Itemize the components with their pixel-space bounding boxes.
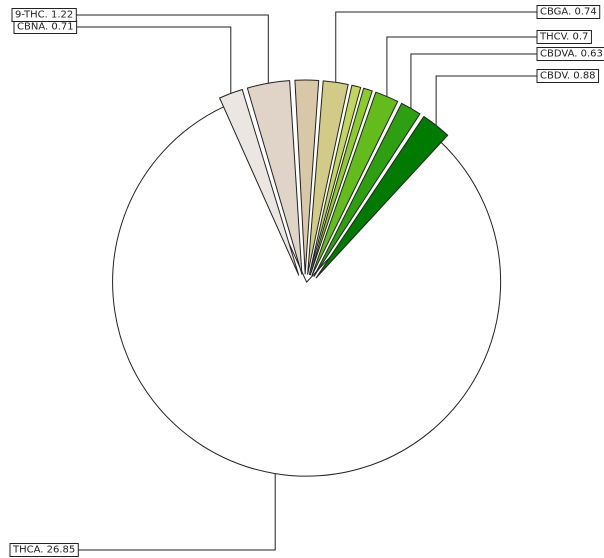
leader-line-cbdv (435, 75, 537, 126)
slice-label-box-thcv (536, 30, 592, 44)
leader-line-cbna (76, 26, 232, 94)
slice-label-box-cbdv (536, 69, 600, 83)
slice-label-thca: THCA. 26.85 (12, 545, 75, 556)
pie-slice-unlabeled-5 (308, 84, 362, 276)
leader-line-9-thc (76, 14, 269, 84)
pie-slice-cbdva (313, 102, 421, 277)
pie-slices (112, 79, 502, 477)
slice-label-cbna: CBNA. 0.71 (17, 22, 74, 33)
pie-slice-unlabeled-6 (309, 87, 373, 276)
pie-slice-cbna (219, 89, 300, 276)
slice-labels: THCA. 26.85 CBNA. 0.719-THC. 1.22 CBGA. 0.… (9, 5, 604, 557)
slice-label-box-9-thc (11, 8, 77, 22)
slice-label-box-thca (9, 543, 79, 557)
leader-line-thcv (386, 36, 537, 97)
slice-label-thcv: THCV. 0.7 (539, 32, 588, 43)
slice-label-cbga: CBGA. 0.74 (540, 7, 597, 18)
leader-line-cbga (335, 11, 537, 83)
slice-label-box-cbdva (536, 47, 604, 61)
leader-line-thca (78, 473, 276, 551)
pie-slice-cbdv (315, 115, 449, 279)
pie-slice-thca (112, 104, 502, 477)
leader-line-cbdva (410, 53, 537, 109)
pie-slice-unlabeled-3 (294, 79, 320, 275)
slice-label-9-thc: 9-THC. 1.22 (15, 10, 73, 21)
slice-label-box-cbga (536, 5, 601, 19)
slice-label-cbdv: CBDV. 0.88 (540, 71, 596, 82)
pie-slice-thcv (311, 91, 399, 276)
slice-label-cbdva: CBDVA. 0.63 (540, 49, 603, 60)
